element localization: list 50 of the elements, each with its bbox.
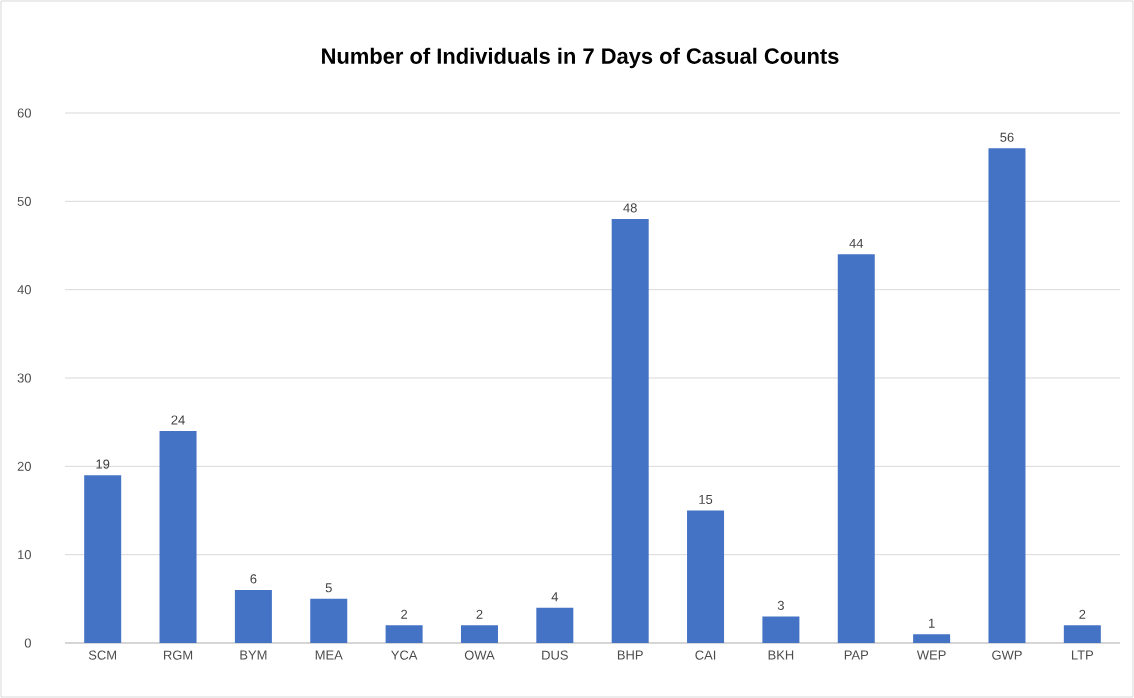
x-tick-label: OWA: [464, 650, 495, 660]
x-tick-label: RGM: [163, 650, 193, 660]
x-tick-label: BKH: [768, 650, 794, 660]
data-label: 24: [171, 415, 185, 425]
x-tick-label: DUS: [542, 650, 568, 660]
x-tick-label: MEA: [315, 650, 343, 660]
bar: [310, 598, 348, 643]
bar: [460, 625, 498, 643]
x-tick-label: BYM: [240, 650, 267, 660]
y-tick-label: 0: [24, 638, 31, 648]
bar: [913, 634, 951, 643]
data-label: 4: [551, 592, 559, 602]
x-tick-label: CAI: [695, 650, 716, 660]
data-label: 48: [623, 203, 637, 213]
bar: [385, 625, 423, 643]
bar: [687, 510, 725, 643]
bar: [837, 254, 875, 643]
x-tick-label: PAP: [844, 650, 869, 660]
x-tick-label: BHP: [617, 650, 643, 660]
bar: [159, 431, 197, 643]
data-label: 3: [777, 600, 784, 610]
data-label: 1: [929, 618, 935, 628]
data-label: 2: [401, 609, 408, 619]
data-label: 44: [849, 238, 864, 248]
x-tick-label: SCM: [88, 650, 117, 660]
y-tick-label: 40: [17, 285, 31, 295]
bar: [84, 475, 122, 643]
bar: [234, 590, 272, 643]
data-label: 56: [1000, 132, 1014, 142]
bar: [611, 219, 649, 643]
data-label: 6: [250, 574, 257, 584]
y-tick-label: 10: [18, 550, 31, 560]
y-tick-label: 60: [17, 108, 31, 118]
y-tick-label: 20: [17, 461, 31, 471]
y-tick-label: 50: [17, 196, 31, 206]
x-tick-label: WEP: [916, 650, 946, 660]
data-label: 2: [1079, 609, 1086, 619]
bar: [1063, 625, 1101, 643]
bar: [988, 148, 1026, 643]
data-label: 15: [699, 494, 713, 504]
x-tick-label: GWP: [992, 650, 1022, 660]
bar: [536, 607, 574, 643]
data-label: 5: [325, 583, 332, 593]
y-tick-label: 30: [17, 373, 31, 383]
data-label: 19: [96, 459, 110, 469]
bar: [762, 616, 800, 643]
x-tick-label: LTP: [1072, 650, 1094, 660]
x-tick-label: YCA: [391, 650, 418, 660]
data-label: 2: [476, 609, 483, 619]
chart-title: Number of Individuals in 7 Days of Casual Counts: [322, 47, 839, 69]
